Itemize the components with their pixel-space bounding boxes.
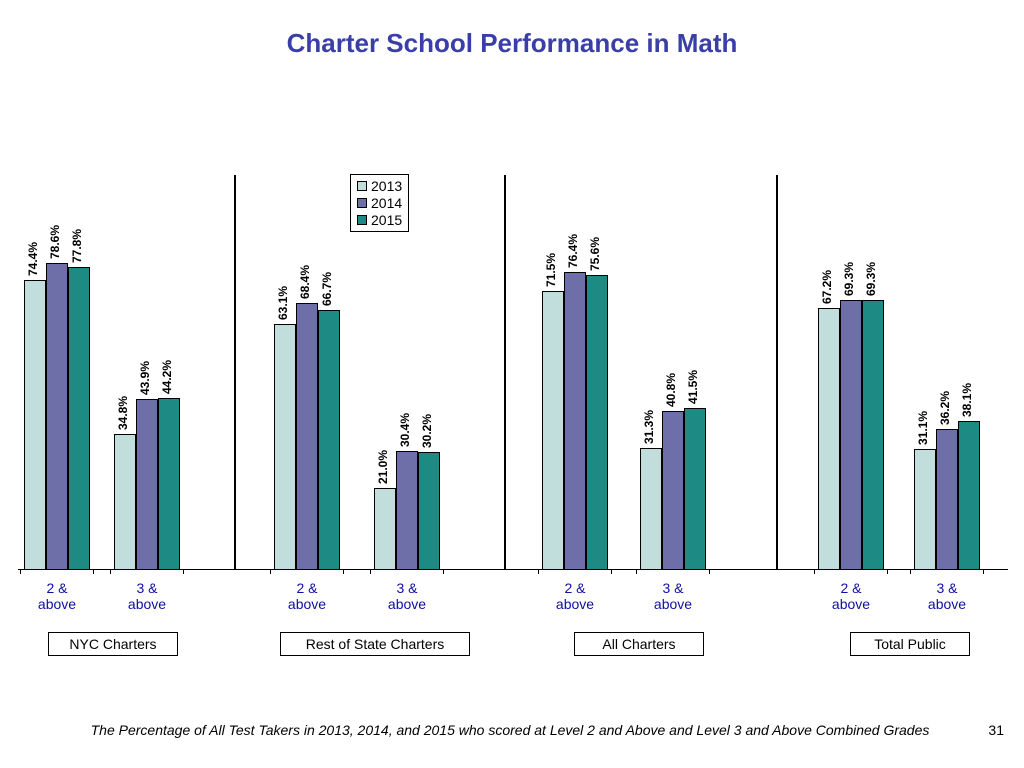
bar-value-label: 30.4% [398, 413, 412, 447]
subgroup-label: 2 &above [277, 580, 337, 612]
bar-value-label: 69.3% [842, 262, 856, 296]
group-name-box: NYC Charters [48, 632, 178, 656]
legend-item: 2013 [357, 178, 402, 195]
legend-label: 2014 [371, 195, 402, 212]
subgroup-label: 3 &above [643, 580, 703, 612]
legend-swatch [357, 181, 367, 191]
bar [374, 488, 396, 570]
bar [46, 263, 68, 570]
subgroup-label: 2 &above [821, 580, 881, 612]
bar [818, 308, 840, 570]
bar [586, 275, 608, 570]
bar-value-label: 75.6% [588, 237, 602, 271]
bar-value-label: 21.0% [376, 450, 390, 484]
bar-value-label: 43.9% [138, 361, 152, 395]
bar [396, 451, 418, 570]
bar [662, 411, 684, 570]
group-name-box: Total Public [850, 632, 970, 656]
subgroup-label: 2 &above [27, 580, 87, 612]
bar [542, 291, 564, 570]
bar-value-label: 63.1% [276, 286, 290, 320]
group-divider [504, 175, 506, 570]
bar-value-label: 30.2% [420, 414, 434, 448]
bar [274, 324, 296, 570]
bar-value-label: 38.1% [960, 383, 974, 417]
bar [914, 449, 936, 570]
bar-value-label: 31.3% [642, 410, 656, 444]
subgroup-label: 3 &above [117, 580, 177, 612]
bar [640, 448, 662, 570]
bar [68, 267, 90, 570]
legend: 201320142015 [350, 174, 409, 232]
bar-chart: 20132014201574.4%78.6%77.8%2 &above34.8%… [18, 180, 1008, 570]
subgroup-label: 3 &above [377, 580, 437, 612]
page-number: 31 [988, 722, 1004, 738]
subgroup-label: 2 &above [545, 580, 605, 612]
bar [136, 399, 158, 570]
bar-value-label: 77.8% [70, 229, 84, 263]
bar [318, 310, 340, 570]
bar-value-label: 34.8% [116, 396, 130, 430]
bar-value-label: 40.8% [664, 373, 678, 407]
bar-value-label: 44.2% [160, 360, 174, 394]
group-name-box: All Charters [574, 632, 704, 656]
group-name-box: Rest of State Charters [280, 632, 470, 656]
bar [296, 303, 318, 570]
bar [114, 434, 136, 570]
legend-item: 2015 [357, 212, 402, 229]
bar-value-label: 66.7% [320, 272, 334, 306]
legend-swatch [357, 198, 367, 208]
legend-item: 2014 [357, 195, 402, 212]
bar [862, 300, 884, 570]
bar [158, 398, 180, 570]
bar-value-label: 67.2% [820, 270, 834, 304]
footnote-text: The Percentage of All Test Takers in 201… [80, 722, 940, 738]
bar [684, 408, 706, 570]
bar [958, 421, 980, 570]
bar [936, 429, 958, 570]
group-divider [234, 175, 236, 570]
bar-value-label: 74.4% [26, 242, 40, 276]
bar-value-label: 71.5% [544, 253, 558, 287]
bar [24, 280, 46, 570]
group-divider [776, 175, 778, 570]
bar [840, 300, 862, 570]
chart-title: Charter School Performance in Math [0, 0, 1024, 59]
subgroup-label: 3 &above [917, 580, 977, 612]
bar-value-label: 76.4% [566, 234, 580, 268]
bar-value-label: 68.4% [298, 265, 312, 299]
legend-swatch [357, 215, 367, 225]
bar [564, 272, 586, 570]
bar-value-label: 36.2% [938, 391, 952, 425]
bar-value-label: 41.5% [686, 370, 700, 404]
bar-value-label: 31.1% [916, 411, 930, 445]
legend-label: 2013 [371, 178, 402, 195]
bar [418, 452, 440, 570]
bar-value-label: 78.6% [48, 225, 62, 259]
legend-label: 2015 [371, 212, 402, 229]
bar-value-label: 69.3% [864, 262, 878, 296]
